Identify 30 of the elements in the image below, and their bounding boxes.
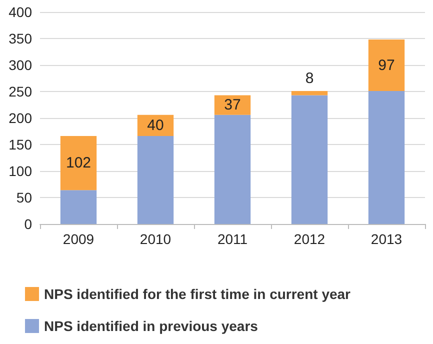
x-tick-label: 2013 [370, 231, 402, 247]
data-label: 8 [305, 70, 314, 87]
data-label: 40 [147, 116, 164, 134]
y-tick-label: 300 [8, 57, 32, 73]
legend-label: NPS identified for the first time in current year [44, 286, 352, 302]
y-tick-label: 400 [8, 4, 32, 20]
legend-label: NPS identified in previous years [44, 318, 258, 334]
bar [60, 136, 97, 190]
y-tick-label: 150 [8, 136, 32, 152]
data-label: 102 [66, 154, 92, 172]
x-tick-label: 2010 [140, 231, 172, 247]
bar [368, 40, 405, 91]
bar [368, 90, 405, 224]
y-tick-label: 100 [8, 163, 32, 179]
bar [214, 95, 251, 115]
x-tick-label: 2011 [217, 231, 248, 247]
x-tick-label: 2012 [294, 231, 326, 247]
y-tick-label: 250 [8, 84, 32, 100]
bar [60, 190, 97, 224]
bar [137, 136, 174, 224]
y-tick-label: 50 [16, 190, 32, 206]
x-tick-label: 2009 [62, 231, 94, 247]
bar [214, 114, 251, 224]
data-label: 37 [224, 96, 241, 114]
y-tick-label: 350 [8, 30, 32, 46]
bar [291, 95, 328, 224]
data-label: 97 [378, 56, 395, 74]
bar [291, 90, 328, 96]
y-tick-label: 0 [24, 216, 32, 232]
y-tick-label: 200 [8, 110, 32, 126]
